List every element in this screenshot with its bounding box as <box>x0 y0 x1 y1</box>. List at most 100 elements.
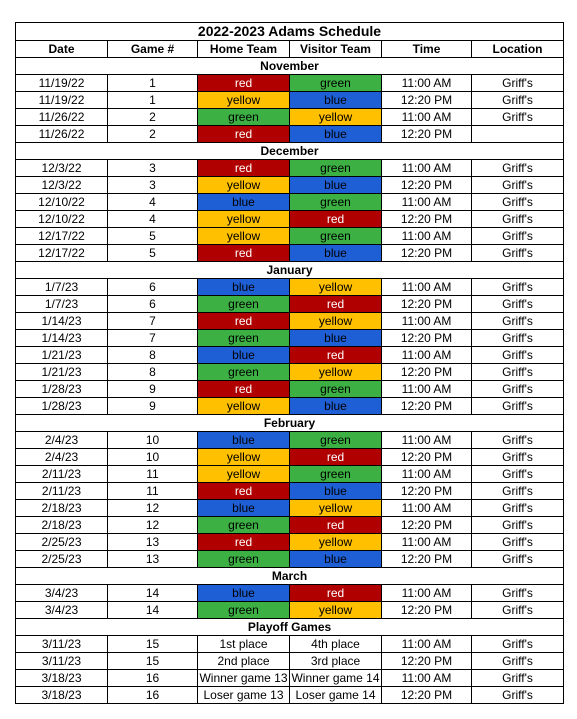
date-cell: 1/7/23 <box>15 295 108 313</box>
home-team-cell: yellow <box>197 465 290 483</box>
game-number-cell: 4 <box>107 193 198 211</box>
location-cell: Griff's <box>471 380 564 398</box>
game-number-cell: 8 <box>107 346 198 364</box>
header-home-team: Home Team <box>197 40 290 58</box>
date-cell: 2/25/23 <box>15 533 108 551</box>
time-cell: 12:20 PM <box>381 176 472 194</box>
game-number-cell: 14 <box>107 601 198 619</box>
location-cell: Griff's <box>471 227 564 245</box>
date-cell: 2/11/23 <box>15 465 108 483</box>
table-row: 12/17/22 5 yellow green 11:00 AM Griff's <box>15 227 564 245</box>
month-row: December <box>15 142 564 160</box>
month-heading: January <box>15 261 564 279</box>
visitor-team-cell: Winner game 14 <box>289 669 382 687</box>
table-row: 3/18/23 16 Loser game 13 Loser game 14 12:20… <box>15 686 564 704</box>
home-team-cell: Loser game 13 <box>197 686 290 704</box>
location-cell: Griff's <box>471 74 564 92</box>
visitor-team-cell: blue <box>289 244 382 262</box>
date-cell: 2/18/23 <box>15 516 108 534</box>
date-cell: 11/26/22 <box>15 108 108 126</box>
game-number-cell: 6 <box>107 295 198 313</box>
location-cell: Griff's <box>471 533 564 551</box>
home-team-cell: green <box>197 550 290 568</box>
location-cell <box>471 125 564 143</box>
month-heading: Playoff Games <box>15 618 564 636</box>
table-row: 11/19/22 1 red green 11:00 AM Griff's <box>15 74 564 92</box>
game-number-cell: 4 <box>107 210 198 228</box>
time-cell: 11:00 AM <box>381 669 472 687</box>
month-row: January <box>15 261 564 279</box>
visitor-team-cell: red <box>289 295 382 313</box>
time-cell: 12:20 PM <box>381 244 472 262</box>
header-game-number: Game # <box>107 40 198 58</box>
table-row: 2/25/23 13 green blue 12:20 PM Griff's <box>15 550 564 568</box>
table-row: 1/14/23 7 green blue 12:20 PM Griff's <box>15 329 564 347</box>
header-location: Location <box>471 40 564 58</box>
visitor-team-cell: yellow <box>289 533 382 551</box>
time-cell: 12:20 PM <box>381 448 472 466</box>
location-cell: Griff's <box>471 550 564 568</box>
table-row: 3/11/23 15 1st place 4th place 11:00 AM Griff… <box>15 635 564 653</box>
time-cell: 11:00 AM <box>381 533 472 551</box>
visitor-team-cell: red <box>289 448 382 466</box>
table-row: 12/3/22 3 red green 11:00 AM Griff's <box>15 159 564 177</box>
visitor-team-cell: blue <box>289 550 382 568</box>
table-row: 12/3/22 3 yellow blue 12:20 PM Griff's <box>15 176 564 194</box>
home-team-cell: green <box>197 516 290 534</box>
game-number-cell: 15 <box>107 652 198 670</box>
date-cell: 12/10/22 <box>15 210 108 228</box>
header-date: Date <box>15 40 108 58</box>
date-cell: 2/4/23 <box>15 431 108 449</box>
home-team-cell: yellow <box>197 176 290 194</box>
visitor-team-cell: green <box>289 159 382 177</box>
time-cell: 11:00 AM <box>381 278 472 296</box>
location-cell: Griff's <box>471 397 564 415</box>
time-cell: 12:20 PM <box>381 550 472 568</box>
header-time: Time <box>381 40 472 58</box>
location-cell: Griff's <box>471 176 564 194</box>
game-number-cell: 5 <box>107 227 198 245</box>
table-row: 11/26/22 2 green yellow 11:00 AM Griff's <box>15 108 564 126</box>
month-row: February <box>15 414 564 432</box>
time-cell: 12:20 PM <box>381 363 472 381</box>
home-team-cell: blue <box>197 193 290 211</box>
visitor-team-cell: 3rd place <box>289 652 382 670</box>
location-cell: Griff's <box>471 431 564 449</box>
visitor-team-cell: yellow <box>289 108 382 126</box>
visitor-team-cell: yellow <box>289 601 382 619</box>
date-cell: 12/3/22 <box>15 176 108 194</box>
location-cell: Griff's <box>471 193 564 211</box>
table-row: 3/11/23 15 2nd place 3rd place 12:20 PM Griff… <box>15 652 564 670</box>
visitor-team-cell: blue <box>289 329 382 347</box>
game-number-cell: 16 <box>107 686 198 704</box>
time-cell: 12:20 PM <box>381 397 472 415</box>
visitor-team-cell: blue <box>289 176 382 194</box>
time-cell: 12:20 PM <box>381 210 472 228</box>
visitor-team-cell: blue <box>289 125 382 143</box>
table-row: 3/18/23 16 Winner game 13 Winner game 14 11:… <box>15 669 564 687</box>
location-cell: Griff's <box>471 516 564 534</box>
time-cell: 11:00 AM <box>381 74 472 92</box>
date-cell: 12/3/22 <box>15 159 108 177</box>
table-row: 1/7/23 6 green red 12:20 PM Griff's <box>15 295 564 313</box>
home-team-cell: blue <box>197 431 290 449</box>
title-row: 2022-2023 Adams Schedule <box>15 22 564 41</box>
schedule-sheet: 2022-2023 Adams Schedule Date Game # Hom… <box>15 22 564 704</box>
table-row: 12/10/22 4 blue green 11:00 AM Griff's <box>15 193 564 211</box>
date-cell: 1/14/23 <box>15 312 108 330</box>
table-row: 1/7/23 6 blue yellow 11:00 AM Griff's <box>15 278 564 296</box>
location-cell: Griff's <box>471 159 564 177</box>
month-heading: February <box>15 414 564 432</box>
game-number-cell: 3 <box>107 159 198 177</box>
time-cell: 12:20 PM <box>381 601 472 619</box>
game-number-cell: 15 <box>107 635 198 653</box>
home-team-cell: red <box>197 74 290 92</box>
date-cell: 2/11/23 <box>15 482 108 500</box>
visitor-team-cell: green <box>289 380 382 398</box>
location-cell: Griff's <box>471 278 564 296</box>
date-cell: 1/7/23 <box>15 278 108 296</box>
game-number-cell: 7 <box>107 329 198 347</box>
table-row: 2/18/23 12 blue yellow 11:00 AM Griff's <box>15 499 564 517</box>
game-number-cell: 6 <box>107 278 198 296</box>
time-cell: 12:20 PM <box>381 125 472 143</box>
